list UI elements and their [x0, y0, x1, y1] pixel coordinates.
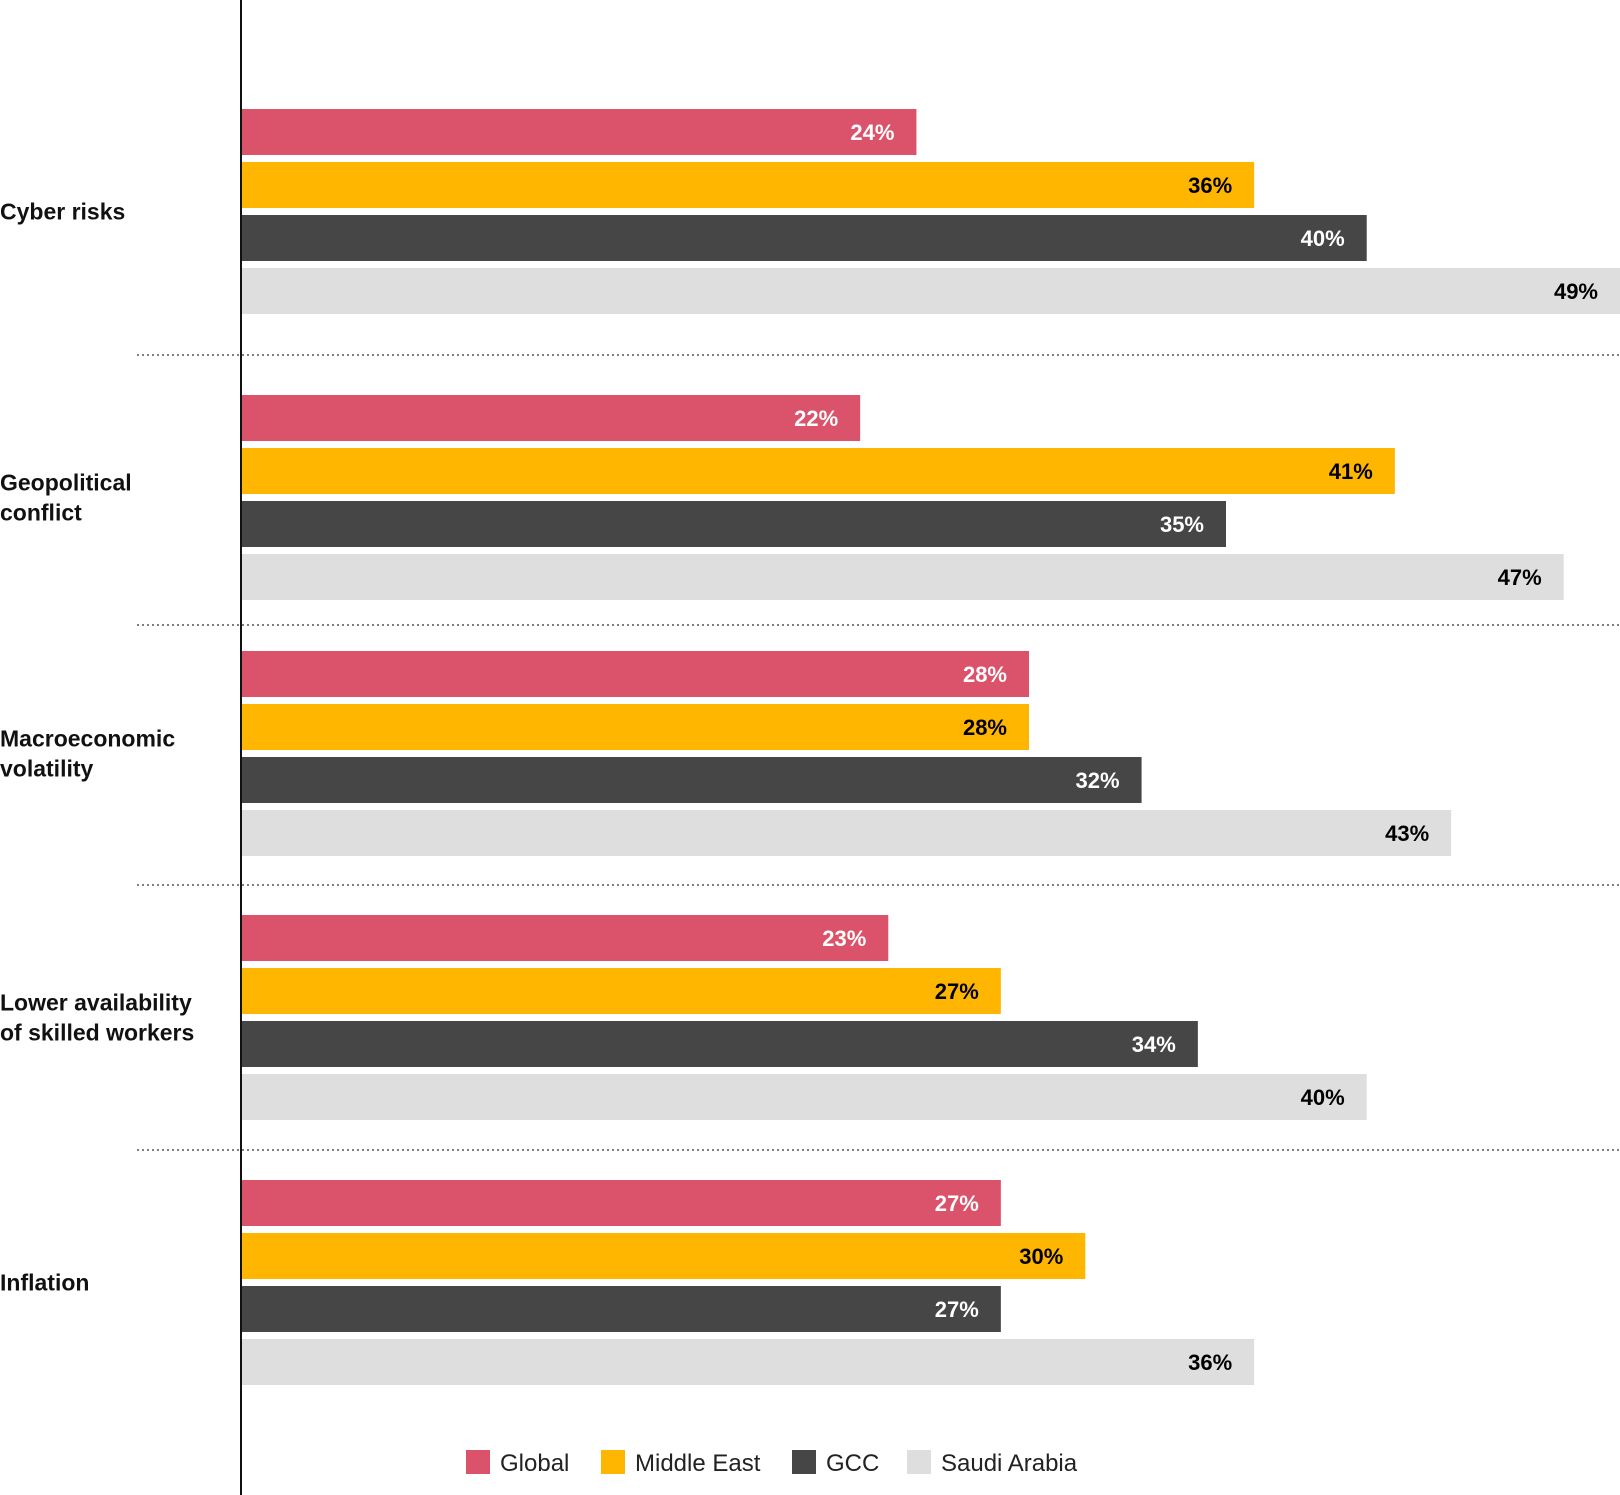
value-label: 40% — [1301, 1085, 1345, 1110]
legend-label: GCC — [826, 1450, 879, 1477]
bar-macroeconomic-volatility-middle-east — [241, 704, 1029, 750]
bar-macroeconomic-volatility-global — [241, 651, 1029, 697]
value-label: 41% — [1329, 459, 1373, 484]
value-label: 49% — [1554, 279, 1598, 304]
category-label-cyber-risks: Cyber risks — [0, 199, 125, 225]
value-label: 27% — [935, 1191, 979, 1216]
bar-lower-availability-of-skilled-workers-global — [241, 915, 889, 961]
bar-cyber-risks-gcc — [241, 215, 1367, 261]
value-label: 36% — [1188, 173, 1232, 198]
value-label: 35% — [1160, 512, 1204, 537]
value-label: 40% — [1301, 226, 1345, 251]
bar-inflation-gcc — [241, 1286, 1001, 1332]
legend-item-global: Global — [466, 1450, 569, 1477]
legend-label: Saudi Arabia — [941, 1450, 1078, 1477]
bar-cyber-risks-middle-east — [241, 162, 1255, 208]
value-label: 28% — [963, 662, 1007, 687]
legend-swatch — [792, 1450, 816, 1474]
value-label: 36% — [1188, 1350, 1232, 1375]
legend-item-gcc: GCC — [792, 1450, 879, 1477]
category-label-macroeconomic-volatility: Macroeconomic volatility — [0, 726, 175, 782]
value-label: 47% — [1498, 565, 1542, 590]
bar-inflation-global — [241, 1180, 1001, 1226]
value-label: 28% — [963, 715, 1007, 740]
bar-geopolitical-conflict-saudi-arabia — [241, 554, 1564, 600]
legend: Global Middle East GCC Saudi Arabia — [466, 1450, 1078, 1477]
legend-swatch — [466, 1450, 490, 1474]
bar-macroeconomic-volatility-saudi-arabia — [241, 810, 1452, 856]
value-label: 22% — [794, 406, 838, 431]
bar-inflation-middle-east — [241, 1233, 1086, 1279]
category-label-geopolitical-conflict: Geopolitical conflict — [0, 470, 132, 526]
category-labels: Cyber risks Geopolitical conflict Macroecon… — [0, 199, 194, 1296]
value-label: 27% — [935, 979, 979, 1004]
legend-item-saudi-arabia: Saudi Arabia — [907, 1450, 1078, 1477]
bar-lower-availability-of-skilled-workers-middle-east — [241, 968, 1001, 1014]
bar-inflation-saudi-arabia — [241, 1339, 1255, 1385]
legend-label: Global — [500, 1450, 569, 1477]
legend-swatch — [601, 1450, 625, 1474]
value-label: 32% — [1076, 768, 1120, 793]
bar-geopolitical-conflict-gcc — [241, 501, 1226, 547]
legend-item-middle-east: Middle East — [601, 1450, 761, 1477]
bar-lower-availability-of-skilled-workers-gcc — [241, 1021, 1198, 1067]
bar-cyber-risks-global — [241, 109, 917, 155]
bar-lower-availability-of-skilled-workers-saudi-arabia — [241, 1074, 1367, 1120]
legend-swatch — [907, 1450, 931, 1474]
value-label: 34% — [1132, 1032, 1176, 1057]
category-label-lower-availability-of-skilled-workers: Lower availability of skilled workers — [0, 990, 194, 1046]
bars: 24% 36% 40% 49% 22% 41% 35% 47% 28% 28% 32% 43% 23% 2… — [241, 109, 1620, 1385]
category-label-inflation: Inflation — [0, 1270, 89, 1296]
bar-geopolitical-conflict-middle-east — [241, 448, 1395, 494]
category-separators — [137, 354, 1620, 1151]
bar-geopolitical-conflict-global — [241, 395, 861, 441]
value-label: 43% — [1385, 821, 1429, 846]
bar-cyber-risks-saudi-arabia — [241, 268, 1620, 314]
value-label: 23% — [822, 926, 866, 951]
legend-label: Middle East — [635, 1450, 761, 1477]
value-label: 24% — [850, 120, 894, 145]
bar-macroeconomic-volatility-gcc — [241, 757, 1142, 803]
value-label: 27% — [935, 1297, 979, 1322]
value-label: 30% — [1019, 1244, 1063, 1269]
